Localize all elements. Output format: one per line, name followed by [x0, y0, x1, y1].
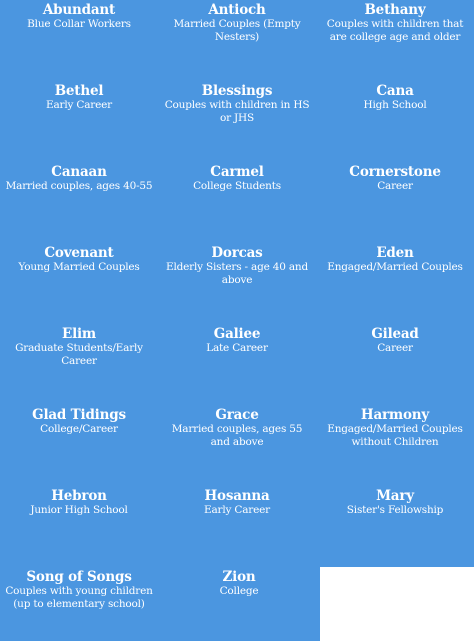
- group-description: Graduate Students/Early Career: [15, 342, 143, 367]
- group-tile-cana[interactable]: Cana High School: [316, 81, 474, 162]
- group-tile-covenant[interactable]: Covenant Young Married Couples: [0, 243, 158, 324]
- group-tile-mary[interactable]: Mary Sister's Fellowship: [316, 486, 474, 567]
- group-name: Abundant: [42, 2, 116, 18]
- group-description: Married Couples (Empty Nesters): [173, 18, 301, 43]
- group-description: Married couples, ages 40-55: [5, 180, 153, 192]
- group-description: Young Married Couples: [18, 261, 140, 273]
- group-tile-blessings[interactable]: Blessings Couples with children in HS or…: [158, 81, 316, 162]
- group-name: Carmel: [210, 164, 264, 180]
- group-description: Career: [377, 180, 413, 192]
- group-description: College: [219, 585, 259, 597]
- group-description: Couples with young children (up to eleme…: [5, 585, 153, 610]
- group-description: Late Career: [206, 342, 268, 354]
- group-description: Sister's Fellowship: [346, 504, 444, 516]
- group-name: Mary: [376, 488, 414, 504]
- group-name: Galiee: [213, 326, 261, 342]
- group-tile-hosanna[interactable]: Hosanna Early Career: [158, 486, 316, 567]
- group-name: Zion: [222, 569, 256, 585]
- group-tile-bethany[interactable]: Bethany Couples with children that are c…: [316, 0, 474, 81]
- group-name: Grace: [215, 407, 259, 423]
- group-name: Elim: [61, 326, 97, 342]
- group-tile-glad-tidings[interactable]: Glad Tidings College/Career: [0, 405, 158, 486]
- group-description: Junior High School: [30, 504, 128, 516]
- group-name: Hebron: [51, 488, 107, 504]
- group-description: Blue Collar Workers: [27, 18, 131, 30]
- group-tile-gilead[interactable]: Gilead Career: [316, 324, 474, 405]
- group-name: Bethany: [364, 2, 426, 18]
- group-description: Early Career: [46, 99, 112, 111]
- group-name: Harmony: [360, 407, 430, 423]
- group-tile-abundant[interactable]: Abundant Blue Collar Workers: [0, 0, 158, 81]
- group-name: Canaan: [51, 164, 107, 180]
- group-description: College Students: [193, 180, 281, 192]
- group-tile-antioch[interactable]: Antioch Married Couples (Empty Nesters): [158, 0, 316, 81]
- group-tile-dorcas[interactable]: Dorcas Elderly Sisters - age 40 and abov…: [158, 243, 316, 324]
- group-name: Antioch: [208, 2, 266, 18]
- group-name: Blessings: [201, 83, 273, 99]
- group-tile-harmony[interactable]: Harmony Engaged/Married Couples without …: [316, 405, 474, 486]
- group-name: Eden: [376, 245, 414, 261]
- group-tile-bethel[interactable]: Bethel Early Career: [0, 81, 158, 162]
- group-tile-elim[interactable]: Elim Graduate Students/Early Career: [0, 324, 158, 405]
- group-name: Glad Tidings: [32, 407, 126, 423]
- empty-grid-space: [320, 567, 474, 641]
- group-tile-carmel[interactable]: Carmel College Students: [158, 162, 316, 243]
- group-tile-cornerstone[interactable]: Cornerstone Career: [316, 162, 474, 243]
- group-tile-song-of-songs[interactable]: Song of Songs Couples with young childre…: [0, 567, 158, 641]
- group-tile-canaan[interactable]: Canaan Married couples, ages 40-55: [0, 162, 158, 243]
- group-name: Dorcas: [211, 245, 263, 261]
- group-name: Cornerstone: [349, 164, 441, 180]
- group-description: Engaged/Married Couples: [327, 261, 463, 273]
- group-description: Married couples, ages 55 and above: [171, 423, 303, 448]
- group-name: Gilead: [371, 326, 419, 342]
- group-tile-grace[interactable]: Grace Married couples, ages 55 and above: [158, 405, 316, 486]
- group-name: Covenant: [44, 245, 114, 261]
- group-tile-galiee[interactable]: Galiee Late Career: [158, 324, 316, 405]
- group-description: Elderly Sisters - age 40 and above: [166, 261, 308, 286]
- group-tile-eden[interactable]: Eden Engaged/Married Couples: [316, 243, 474, 324]
- group-description: Early Career: [204, 504, 270, 516]
- group-name: Hosanna: [204, 488, 270, 504]
- group-description: Couples with children that are college a…: [326, 18, 464, 43]
- group-description: High School: [363, 99, 427, 111]
- group-name: Cana: [376, 83, 414, 99]
- group-tile-zion[interactable]: Zion College: [158, 567, 320, 641]
- group-name: Bethel: [54, 83, 104, 99]
- group-description: College/Career: [40, 423, 118, 435]
- group-tile-hebron[interactable]: Hebron Junior High School: [0, 486, 158, 567]
- group-description: Couples with children in HS or JHS: [164, 99, 310, 124]
- group-name: Song of Songs: [26, 569, 132, 585]
- group-description: Career: [377, 342, 413, 354]
- group-description: Engaged/Married Couples without Children: [327, 423, 463, 448]
